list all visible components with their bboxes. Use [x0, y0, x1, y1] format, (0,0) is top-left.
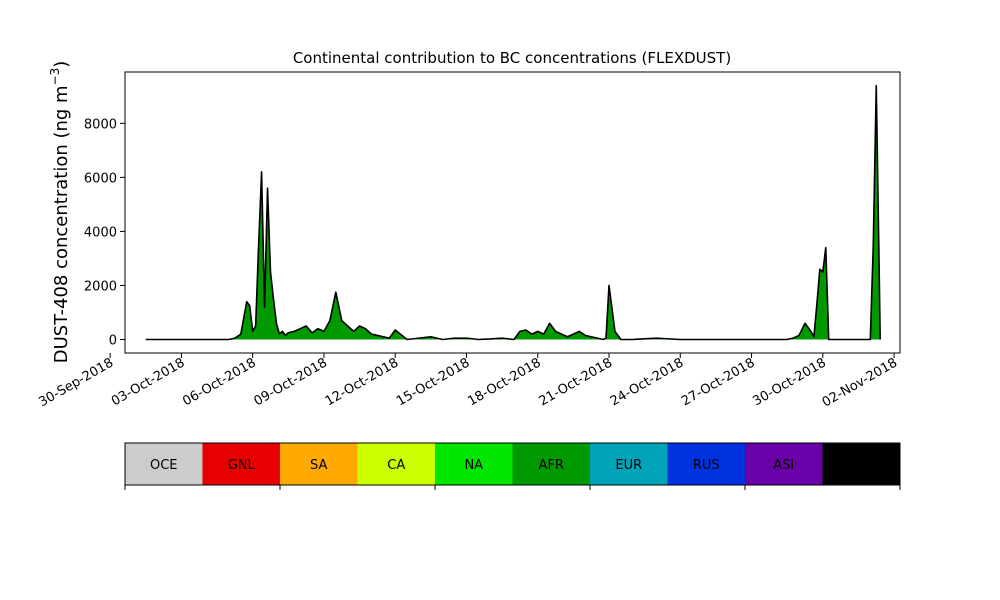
colorbar-label-afr: AFR: [539, 458, 564, 473]
x-tick-label: 27-Oct-2018: [679, 355, 757, 409]
y-tick-label: 8000: [84, 117, 117, 132]
x-tick-label: 30-Oct-2018: [750, 355, 828, 409]
x-tick-label: 30-Sep-2018: [36, 355, 116, 410]
x-tick-label: 02-Nov-2018: [820, 355, 900, 410]
colorbar-swatch-gnl: [202, 443, 281, 485]
plot-frame: [124, 71, 901, 354]
x-tick-label: 24-Oct-2018: [608, 355, 686, 409]
x-tick-label: 18-Oct-2018: [465, 355, 543, 409]
colorbar-label-sa: SA: [310, 458, 327, 473]
colorbar-label-ca: CA: [387, 458, 405, 473]
x-tick-label: 09-Oct-2018: [252, 355, 330, 409]
colorbar-label-asi: ASI: [773, 458, 794, 473]
x-tick-label: 03-Oct-2018: [109, 355, 187, 409]
colorbar-label-oce: OCE: [150, 458, 178, 473]
x-tick-label: 06-Oct-2018: [180, 355, 258, 409]
colorbar-swatch-ca: [357, 443, 436, 485]
x-tick-label: 21-Oct-2018: [537, 355, 615, 409]
colorbar-label-gnl: GNL: [228, 458, 256, 473]
colorbar-swatch-oce: [125, 443, 203, 485]
colorbar-swatch-afr: [512, 443, 591, 485]
y-axis-label: DUST-408 concentration (ng m−3): [48, 61, 72, 364]
colorbar-swatch-eur: [590, 443, 668, 485]
series-line: [145, 84, 881, 341]
colorbar-swatch-na: [435, 443, 513, 485]
y-axis: 0 2000 4000 6000 8000: [84, 117, 125, 348]
colorbar-swatch-asi: [745, 443, 823, 485]
colorbar-label-rus: RUS: [693, 458, 720, 473]
colorbar-swatch-rus: [667, 443, 746, 485]
colorbar-swatch-sa: [280, 443, 358, 485]
colorbar: OCE GNL SA CA NA AFR EUR RUS ASI AUS: [124, 442, 901, 490]
x-tick-label: 12-Oct-2018: [323, 355, 401, 409]
colorbar-label-na: NA: [464, 458, 483, 473]
y-tick-label: 4000: [84, 225, 117, 240]
chart-title: Continental contribution to BC concentra…: [293, 49, 731, 67]
y-tick-label: 0: [109, 333, 117, 348]
colorbar-label-aus: AUS: [848, 458, 875, 473]
colorbar-swatch-aus: [822, 443, 901, 485]
x-tick-label: 15-Oct-2018: [394, 355, 472, 409]
x-axis: 30-Sep-201803-Oct-201806-Oct-201809-Oct-…: [36, 353, 900, 410]
colorbar-frame: [124, 442, 901, 486]
colorbar-label-eur: EUR: [615, 458, 642, 473]
y-tick-label: 2000: [84, 279, 117, 294]
plot-area: [124, 71, 901, 354]
y-tick-label: 6000: [84, 171, 117, 186]
